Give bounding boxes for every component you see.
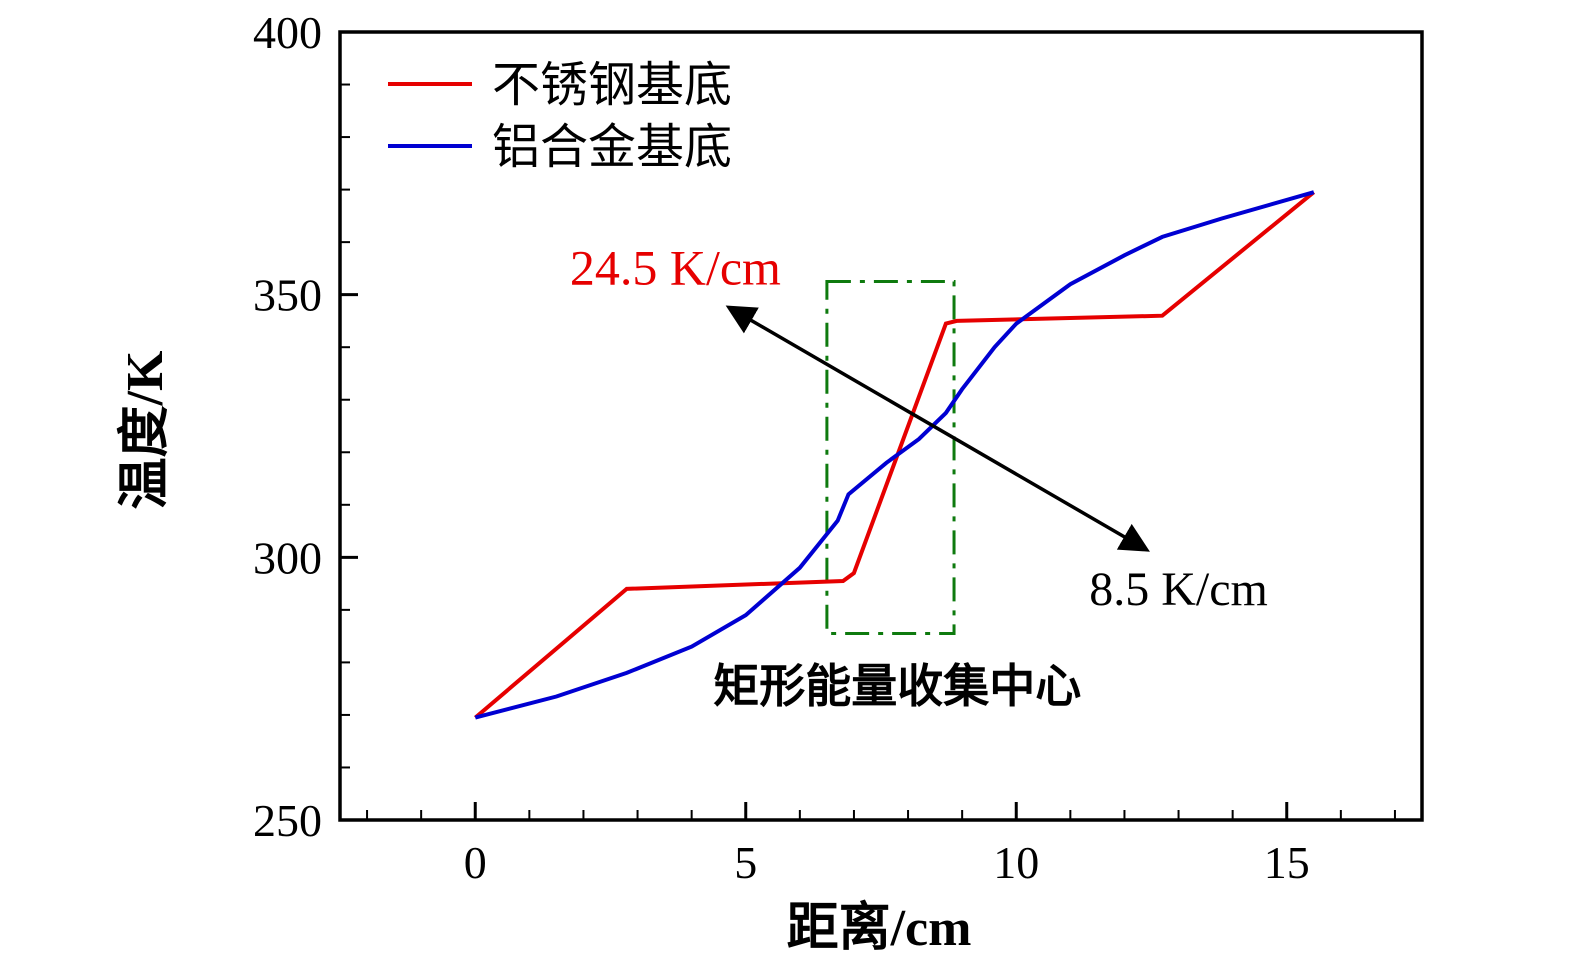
chart-root: 0 5 10 15 250 300 350 400 距离/cm 温度/K 24.5 K/cm 8.5 …	[116, 7, 1424, 957]
plot-frame	[338, 30, 1424, 822]
x-tick-label: 0	[464, 837, 487, 888]
x-tick-label: 15	[1264, 837, 1310, 888]
y-tick-label: 250	[253, 795, 322, 846]
annotation-harvest-center-label: 矩形能量收集中心	[713, 661, 1081, 712]
y-tick-label: 400	[253, 7, 322, 58]
annotation-gradient-steel: 24.5 K/cm	[570, 239, 781, 295]
legend-label-0: 不锈钢基底	[492, 59, 732, 112]
gradient-arrow	[725, 305, 1150, 552]
y-tick-label: 350	[253, 270, 322, 321]
annotation-gradient-aluminum: 8.5 K/cm	[1089, 563, 1268, 616]
axis-ticks: 0 5 10 15 250 300 350 400	[253, 7, 1396, 888]
y-tick-label: 300	[253, 532, 322, 583]
y-axis-title: 温度/K	[116, 350, 174, 509]
legend-label-1: 铝合金基底	[492, 121, 732, 174]
x-tick-label: 10	[993, 837, 1039, 888]
x-axis-title: 距离/cm	[787, 899, 972, 957]
x-tick-label: 5	[734, 837, 757, 888]
